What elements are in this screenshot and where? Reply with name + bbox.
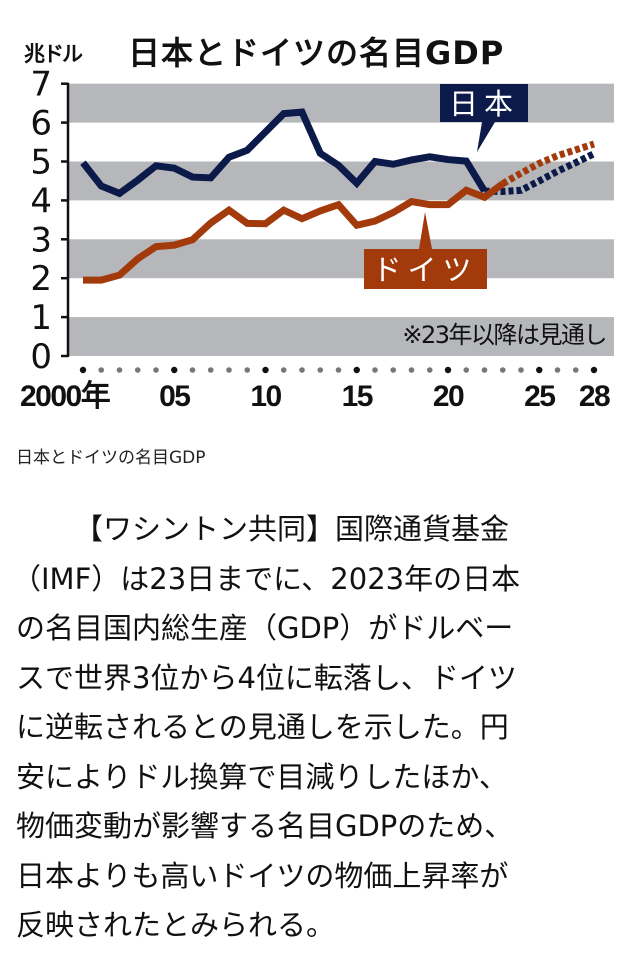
grid-band <box>68 239 614 279</box>
x-tick-label: 05 <box>159 380 190 413</box>
x-tick-label: 20 <box>433 380 464 413</box>
grid-band <box>68 83 614 123</box>
x-axis-year-dot <box>353 366 360 374</box>
x-axis-year-dot <box>536 366 543 374</box>
x-axis-year-dot <box>244 367 251 373</box>
x-axis-year-dot <box>572 367 579 373</box>
article-line: 反映されたとみられる。 <box>16 908 336 942</box>
germany-callout-box <box>364 212 487 289</box>
x-axis-year-dot <box>444 366 452 374</box>
article-line: に逆転されるとの見通しを示した。円 <box>16 710 509 744</box>
x-axis-year-dot <box>79 366 87 374</box>
x-axis-year-dot <box>280 367 287 373</box>
germany-line-forecast <box>501 140 596 187</box>
y-tick-label: 4 <box>30 181 52 221</box>
x-tick-label: 2000年 <box>20 380 111 413</box>
x-axis-year-dot <box>189 367 196 373</box>
x-axis-year-dot <box>481 367 488 373</box>
y-axis-unit-label: 兆ドル <box>24 42 83 66</box>
x-axis-year-dot <box>171 366 178 374</box>
japan-callout-label: 日本 <box>449 87 519 121</box>
article-line: スで世界3位から4位に転落し、ドイツ <box>16 660 517 695</box>
x-axis-year-dot <box>590 366 598 374</box>
x-tick-label: 15 <box>342 380 373 413</box>
y-tick-label: 0 <box>30 337 52 377</box>
x-axis-year-dot <box>426 367 433 373</box>
x-axis-year-dot <box>554 367 561 373</box>
article-line: の名目国内総生産（GDP）がドルベー <box>16 611 514 645</box>
x-axis-year-dot <box>153 367 159 373</box>
x-axis-year-dot <box>463 367 470 373</box>
japan-callout-box <box>440 84 528 152</box>
y-tick-label: 3 <box>30 220 52 260</box>
article-line: 安によりドル換算で目減りしたほか、 <box>16 759 508 794</box>
x-axis-year-dot <box>372 367 378 373</box>
x-axis-year-dot <box>116 367 123 373</box>
x-axis-year-dot <box>207 367 214 373</box>
x-axis-year-dot <box>518 367 524 373</box>
x-tick-label: 25 <box>524 380 555 413</box>
x-axis-year-dot <box>335 367 342 373</box>
x-axis-year-dot <box>134 367 141 373</box>
article-line: 日本よりも高いドイツの物価上昇率が <box>16 858 509 893</box>
forecast-note: ※23年以降は見通し <box>402 321 606 349</box>
y-tick-label: 1 <box>30 298 52 338</box>
y-tick-label: 7 <box>30 65 52 105</box>
y-tick-label: 6 <box>30 104 52 144</box>
japan-line-forecast <box>484 150 596 195</box>
x-axis-year-dot <box>226 367 232 373</box>
x-axis-year-dot <box>499 367 506 373</box>
x-tick-label: 28 <box>579 380 610 413</box>
germany-callout-label: ドイツ <box>372 253 477 287</box>
chart-title: 日本とドイツの名目GDP <box>128 34 505 72</box>
article-line: 【ワシントン共同】国際通貨基金 <box>74 512 510 546</box>
grid-band <box>68 317 614 356</box>
x-axis-year-dot <box>299 367 305 373</box>
y-tick-label: 5 <box>30 143 52 183</box>
x-axis-year-dot <box>98 367 105 373</box>
x-axis-year-dot <box>390 367 397 373</box>
x-axis-year-dot <box>317 367 324 373</box>
germany-line-actual <box>83 180 505 284</box>
article-line: 物価変動が影響する名目GDPのため、 <box>16 809 514 843</box>
x-axis-year-dot <box>262 366 269 374</box>
article-line: （IMF）は23日までに、2023年の日本 <box>12 561 521 596</box>
x-tick-label: 10 <box>250 380 281 413</box>
chart-caption: 日本とドイツの名目GDP <box>16 448 206 468</box>
article-body: 【ワシントン共同】国際通貨基金 （IMF）は23日までに、2023年の日本 の名… <box>12 505 626 951</box>
gdp-chart: 兆ドル 日本とドイツの名目GDP 0 1 2 3 4 5 6 7 2000年 05 10 15 20 25… <box>0 0 640 420</box>
x-axis-year-dot <box>408 367 415 373</box>
japan-line-actual <box>80 108 488 198</box>
y-tick-label: 2 <box>30 259 52 299</box>
